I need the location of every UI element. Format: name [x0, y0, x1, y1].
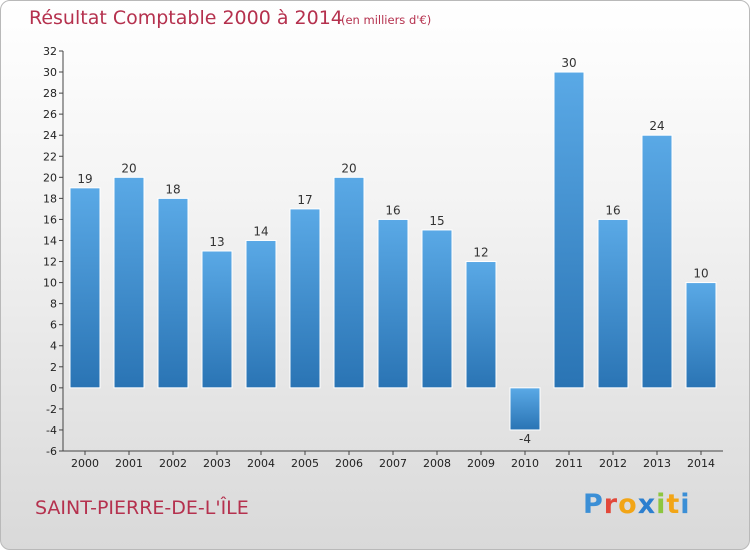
y-tick-label: 6	[50, 319, 57, 332]
y-tick-label: 18	[43, 192, 57, 205]
bar	[113, 176, 145, 389]
value-label: 17	[297, 193, 312, 207]
bar	[597, 218, 629, 389]
x-tick-label: 2006	[335, 457, 363, 470]
y-tick-label: 28	[43, 87, 57, 100]
bars	[69, 71, 717, 431]
value-label: 18	[165, 182, 180, 196]
value-label: 10	[693, 267, 708, 281]
value-label: 20	[341, 161, 356, 175]
logo-letter: t	[666, 489, 681, 520]
value-label: 30	[561, 56, 576, 70]
y-tick-label: 22	[43, 150, 57, 163]
x-tick-label: 2008	[423, 457, 451, 470]
value-labels: 19 20 18 13 14 17 20 16 15 12 -4 30 16 24 10	[77, 56, 708, 446]
value-label: 12	[473, 246, 488, 260]
y-tick-label: 14	[43, 234, 57, 247]
proxiti-logo: Proxiti	[583, 489, 691, 520]
y-tick-label: 16	[43, 213, 57, 226]
bar	[333, 176, 365, 389]
value-label: 15	[429, 214, 444, 228]
bar	[245, 239, 277, 389]
bar	[377, 218, 409, 389]
bar	[69, 187, 101, 389]
y-tick-label: 32	[43, 45, 57, 58]
logo-letter: r	[603, 489, 619, 520]
bar	[509, 387, 541, 431]
y-tick-label: 4	[50, 340, 57, 353]
y-tick-label: 24	[43, 129, 57, 142]
x-tick-label: 2003	[203, 457, 231, 470]
y-tick-label: 0	[50, 382, 57, 395]
chart-subtitle: (en milliers d'€)	[341, 13, 432, 27]
y-tick-label: 10	[43, 277, 57, 290]
value-label: 24	[649, 119, 664, 133]
logo-letter: o	[618, 489, 638, 520]
y-tick-label: 8	[50, 298, 57, 311]
x-tick-label: 2009	[467, 457, 495, 470]
logo-letter: P	[583, 489, 604, 520]
value-label: 16	[385, 203, 400, 217]
bar	[641, 134, 673, 389]
bar	[553, 71, 585, 389]
x-tick-label: 2001	[115, 457, 143, 470]
y-tick-label: 30	[43, 66, 57, 79]
y-tick-label: -4	[46, 424, 57, 437]
logo-letter: i	[656, 489, 667, 520]
y-tick-label: 2	[50, 361, 57, 374]
y-tick-label: -6	[46, 445, 57, 458]
x-tick-label: 2007	[379, 457, 407, 470]
y-tick-label: 12	[43, 256, 57, 269]
value-label: 20	[121, 161, 136, 175]
x-tick-label: 2011	[555, 457, 583, 470]
bar	[157, 197, 189, 389]
y-tick-label: -2	[46, 403, 57, 416]
bar	[421, 229, 453, 389]
x-tick-label: 2014	[687, 457, 715, 470]
bar	[465, 261, 497, 389]
chart-title: Résultat Comptable 2000 à 2014	[29, 7, 343, 29]
x-tick-label: 2002	[159, 457, 187, 470]
x-tick-label: 2005	[291, 457, 319, 470]
logo-letter: x	[637, 489, 657, 520]
y-tick-label: 20	[43, 171, 57, 184]
logo-letter: i	[680, 489, 691, 520]
value-label: 14	[253, 224, 268, 238]
value-label: 16	[605, 203, 620, 217]
value-label: 13	[209, 235, 224, 249]
x-tick-label: 2013	[643, 457, 671, 470]
value-label: -4	[519, 432, 531, 446]
bar	[685, 282, 717, 389]
bar	[289, 208, 321, 389]
x-tick-label: 2004	[247, 457, 275, 470]
x-tick-label: 2012	[599, 457, 627, 470]
x-tick-label: 2000	[71, 457, 99, 470]
bar	[201, 250, 233, 389]
value-label: 19	[77, 172, 92, 186]
y-tick-label: 26	[43, 108, 57, 121]
x-tick-label: 2010	[511, 457, 539, 470]
place-name: SAINT-PIERRE-DE-L'ÎLE	[35, 497, 249, 519]
